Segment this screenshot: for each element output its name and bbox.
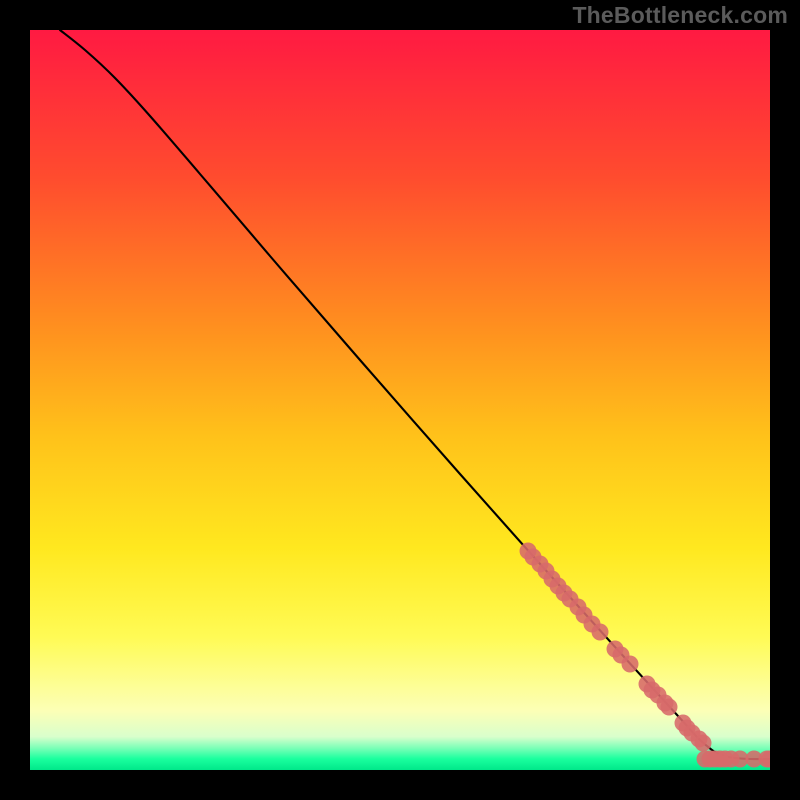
scatter-point	[695, 735, 712, 752]
plot-area	[30, 30, 770, 770]
chart-frame: TheBottleneck.com	[0, 0, 800, 800]
scatter-point	[622, 656, 639, 673]
watermark-text: TheBottleneck.com	[572, 2, 788, 29]
gradient-background	[30, 30, 770, 770]
scatter-point	[592, 624, 609, 641]
scatter-point	[661, 699, 678, 716]
plot-svg	[30, 30, 770, 770]
